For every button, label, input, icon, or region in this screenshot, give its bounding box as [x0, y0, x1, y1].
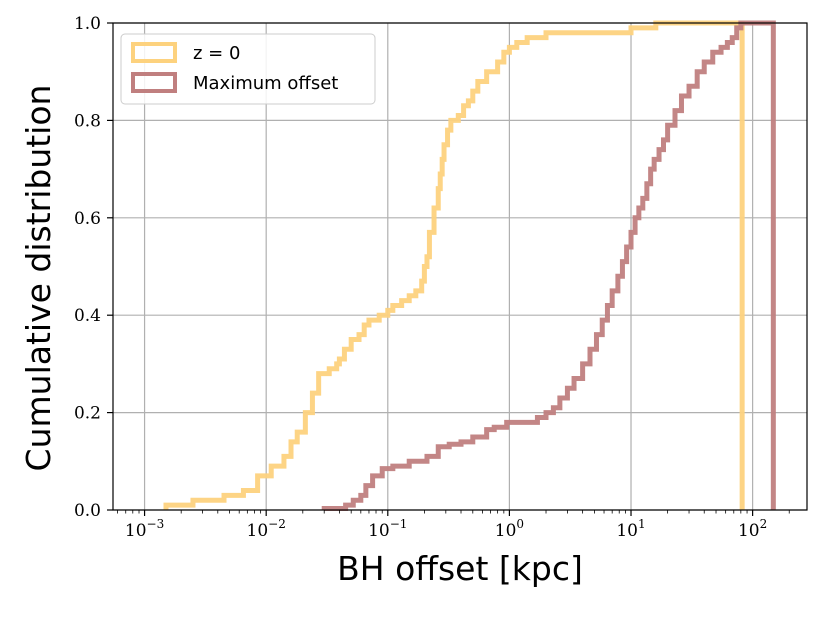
- x-tick-label: 10−1: [368, 517, 407, 541]
- series-layer: [163, 20, 776, 512]
- series-line-z0: [163, 20, 745, 510]
- x-tick-label: 10−2: [247, 517, 286, 541]
- legend-box: [120, 33, 376, 105]
- axes-frame: [112, 22, 808, 511]
- tick-labels: 10−3 10−2 10−1 100 101 102 0.0 0.2 0.4 0.6 0.8 1.0: [74, 14, 767, 541]
- legend-label-maximum-offset: Maximum offset: [193, 73, 338, 94]
- x-tick-label: 100: [495, 517, 524, 541]
- y-tick-label: 0.2: [74, 404, 101, 424]
- y-tick-label: 0.4: [74, 306, 101, 326]
- tick-marks: [107, 22, 790, 516]
- series-line-maximum-offset: [321, 20, 776, 512]
- y-tick-label: 0.8: [74, 111, 101, 131]
- x-tick-label: 102: [738, 517, 767, 541]
- y-tick-label: 0.6: [74, 209, 101, 229]
- legend: z = 0 Maximum offset: [120, 33, 376, 105]
- x-axis-title: BH offset [kpc]: [337, 549, 583, 588]
- x-tick-label: 101: [616, 517, 645, 541]
- legend-swatch-z0: [131, 42, 177, 63]
- x-tick-label: 10−3: [125, 517, 164, 541]
- y-tick-label: 0.0: [74, 501, 101, 521]
- y-tick-label: 1.0: [74, 14, 101, 34]
- legend-label-z0: z = 0: [193, 43, 240, 64]
- y-axis-title: Cumulative distribution: [19, 85, 58, 472]
- legend-swatch-maximum-offset: [131, 72, 177, 93]
